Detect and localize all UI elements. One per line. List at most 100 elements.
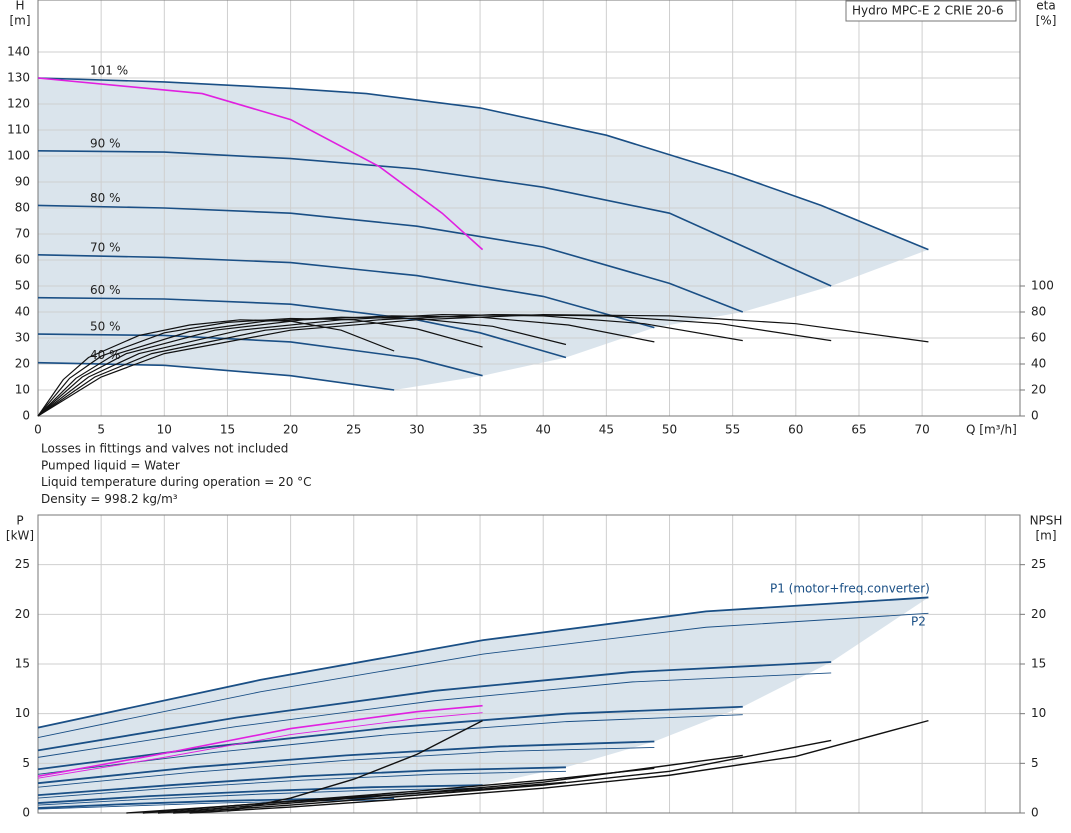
y-tick-label: 10: [15, 706, 30, 720]
curve: [37, 315, 655, 417]
y2-axis-label: NPSH: [1030, 514, 1063, 528]
y-tick-label: 0: [22, 806, 30, 820]
curve: [37, 770, 566, 799]
y-tick-label: 0: [22, 409, 30, 423]
curve: [37, 740, 655, 785]
x-tick-label: 45: [599, 423, 614, 437]
curve: [37, 296, 567, 359]
y2-tick-label: 10: [1031, 706, 1046, 720]
curve: [37, 799, 395, 810]
curve-annotation: P2: [911, 615, 926, 629]
x-tick-label: 50: [662, 423, 677, 437]
y-tick-label: 60: [15, 253, 30, 267]
y-tick-label: 50: [15, 279, 30, 293]
y2-tick-label: 80: [1031, 305, 1046, 319]
y2-tick-label: 25: [1031, 557, 1046, 571]
y-axis-label: H: [15, 0, 24, 13]
y-tick-label: 40: [15, 305, 30, 319]
x-tick-label: 35: [472, 423, 487, 437]
legend-box: [845, 0, 1017, 22]
y2-tick-label: 40: [1031, 357, 1046, 371]
y-tick-label: 10: [15, 383, 30, 397]
curve: [37, 714, 743, 775]
legend-title: Hydro MPC-E 2 CRIE 20-6: [852, 4, 1004, 18]
y-tick-label: 5: [22, 756, 30, 770]
y2-tick-label: 20: [1031, 607, 1046, 621]
note: Liquid temperature during operation = 20…: [41, 475, 312, 489]
x-tick-label: 40: [536, 423, 551, 437]
speed-label: 101 %: [90, 64, 128, 78]
curve: [37, 77, 929, 251]
x-tick-label: 20: [283, 423, 298, 437]
y-tick-label: 70: [15, 227, 30, 241]
curve: [189, 719, 929, 814]
curve: [37, 313, 929, 417]
curve: [173, 739, 832, 814]
y2-axis-label: [%]: [1036, 14, 1057, 28]
x-tick-label: 30: [409, 423, 424, 437]
note: Pumped liquid = Water: [41, 458, 180, 472]
y-tick-label: 120: [7, 97, 30, 111]
x-tick-label: 70: [914, 423, 929, 437]
curve: [37, 333, 483, 377]
note: Density = 998.2 kg/m³: [41, 492, 178, 506]
curve: [37, 316, 567, 417]
y-tick-label: 20: [15, 607, 30, 621]
curve: [227, 719, 483, 812]
curve: [37, 319, 395, 417]
curve: [37, 712, 483, 779]
curve-annotation: P1 (motor+freq.converter): [770, 582, 930, 596]
curve: [126, 781, 566, 814]
curve: [37, 361, 395, 391]
y2-axis-label: [m]: [1035, 529, 1056, 543]
curve: [37, 596, 929, 729]
curve: [37, 77, 484, 251]
y-axis-label: P: [16, 514, 23, 528]
y-tick-label: 15: [15, 657, 30, 671]
curve: [37, 766, 566, 797]
curve: [37, 150, 832, 287]
y-tick-label: 20: [15, 357, 30, 371]
y2-tick-label: 5: [1031, 756, 1039, 770]
x-tick-label: 60: [788, 423, 803, 437]
x-tick-label: 5: [97, 423, 105, 437]
y-axis-label: [kW]: [6, 529, 34, 543]
speed-label: 50 %: [90, 320, 121, 334]
y-tick-label: 90: [15, 175, 30, 189]
curve: [37, 254, 655, 329]
x-tick-label: 65: [851, 423, 866, 437]
curve: [37, 746, 655, 788]
y-axis-label: [m]: [9, 14, 30, 28]
curve: [37, 787, 483, 806]
y-tick-label: 130: [7, 71, 30, 85]
y-tick-label: 30: [15, 331, 30, 345]
plot-frame: [37, 0, 1021, 417]
curve: [37, 313, 832, 417]
x-tick-label: 0: [34, 423, 42, 437]
curve: [37, 704, 483, 778]
curve: [37, 705, 743, 771]
y2-tick-label: 60: [1031, 331, 1046, 345]
y-tick-label: 110: [7, 123, 30, 137]
x-axis-label: Q [m³/h]: [966, 423, 1017, 437]
y-tick-label: 25: [15, 557, 30, 571]
x-tick-label: 15: [220, 423, 235, 437]
curve: [37, 784, 483, 804]
y-tick-label: 80: [15, 201, 30, 215]
curve: [37, 612, 929, 738]
y-tick-label: 100: [7, 149, 30, 163]
speed-label: 60 %: [90, 283, 121, 297]
y2-tick-label: 15: [1031, 657, 1046, 671]
speed-label: 90 %: [90, 136, 121, 150]
curve: [37, 661, 832, 752]
x-tick-label: 10: [157, 423, 172, 437]
y2-axis-label: eta: [1036, 0, 1055, 13]
y2-tick-label: 0: [1031, 409, 1039, 423]
y-tick-label: 140: [7, 45, 30, 59]
x-tick-label: 55: [725, 423, 740, 437]
curve: [37, 317, 483, 417]
note: Losses in fittings and valves not includ…: [41, 442, 288, 456]
speed-label: 80 %: [90, 191, 121, 205]
curve: [37, 672, 832, 758]
y2-tick-label: 20: [1031, 383, 1046, 397]
